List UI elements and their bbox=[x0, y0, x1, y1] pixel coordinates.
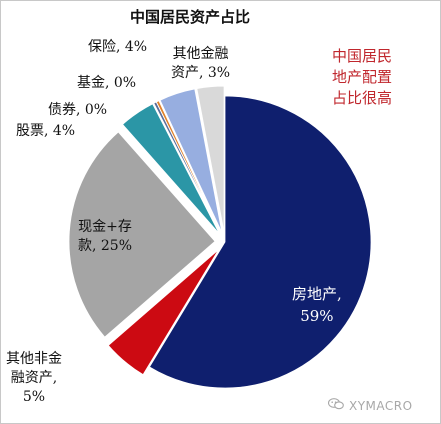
label-funds: 基金, 0% bbox=[77, 74, 136, 93]
annotation-line-2: 地产配置 bbox=[331, 68, 392, 86]
watermark: XYMACRO bbox=[327, 398, 413, 413]
wechat-icon bbox=[327, 398, 344, 413]
pie-slice-0 bbox=[148, 95, 372, 389]
label-insurance-text: 保险, 4% bbox=[88, 39, 148, 55]
label-bonds: 债券, 0% bbox=[48, 101, 107, 120]
chart-title: 中国居民资产占比 bbox=[130, 8, 251, 26]
label-funds-text: 基金, 0% bbox=[77, 75, 137, 91]
label-stocks: 股票, 4% bbox=[16, 122, 75, 141]
label-other-nonfin: 其他非金 融资产, 5% bbox=[6, 350, 62, 407]
annotation-line-1: 中国居民 bbox=[331, 47, 392, 65]
pie-slice-7 bbox=[196, 85, 225, 233]
label-other-nonfin-line2: 融资产, bbox=[10, 370, 58, 386]
label-bonds-text: 债券, 0% bbox=[48, 102, 108, 118]
label-other-nonfin-line1: 其他非金 bbox=[6, 351, 62, 367]
annotation-line-3: 占比很高 bbox=[331, 89, 392, 107]
label-insurance: 保险, 4% bbox=[88, 38, 147, 57]
label-other-fin-line2: 资产, 3% bbox=[171, 65, 231, 81]
label-stocks-text: 股票, 4% bbox=[16, 123, 76, 139]
pie-slice-6 bbox=[159, 88, 223, 233]
label-cash-line1: 现金+存 bbox=[78, 219, 132, 235]
watermark-text: XYMACRO bbox=[349, 399, 413, 413]
label-other-fin: 其他金融 资产, 3% bbox=[171, 45, 230, 83]
annotation-text: 中国居民 地产配置 占比很高 bbox=[302, 46, 422, 109]
label-cash: 现金+存 款, 25% bbox=[78, 218, 132, 256]
label-cash-line2: 款, 25% bbox=[78, 238, 133, 254]
label-other-fin-line1: 其他金融 bbox=[172, 46, 229, 62]
label-real-estate-name: 房地产, bbox=[292, 285, 342, 303]
pie-slice-1 bbox=[107, 249, 219, 376]
pie-slice-2 bbox=[68, 131, 216, 338]
pie-slice-5 bbox=[155, 100, 222, 234]
label-other-nonfin-value: 5% bbox=[22, 389, 46, 405]
label-real-estate: 房地产, 59% bbox=[292, 283, 342, 327]
pie-slice-3 bbox=[122, 103, 220, 235]
label-real-estate-value: 59% bbox=[300, 307, 334, 325]
